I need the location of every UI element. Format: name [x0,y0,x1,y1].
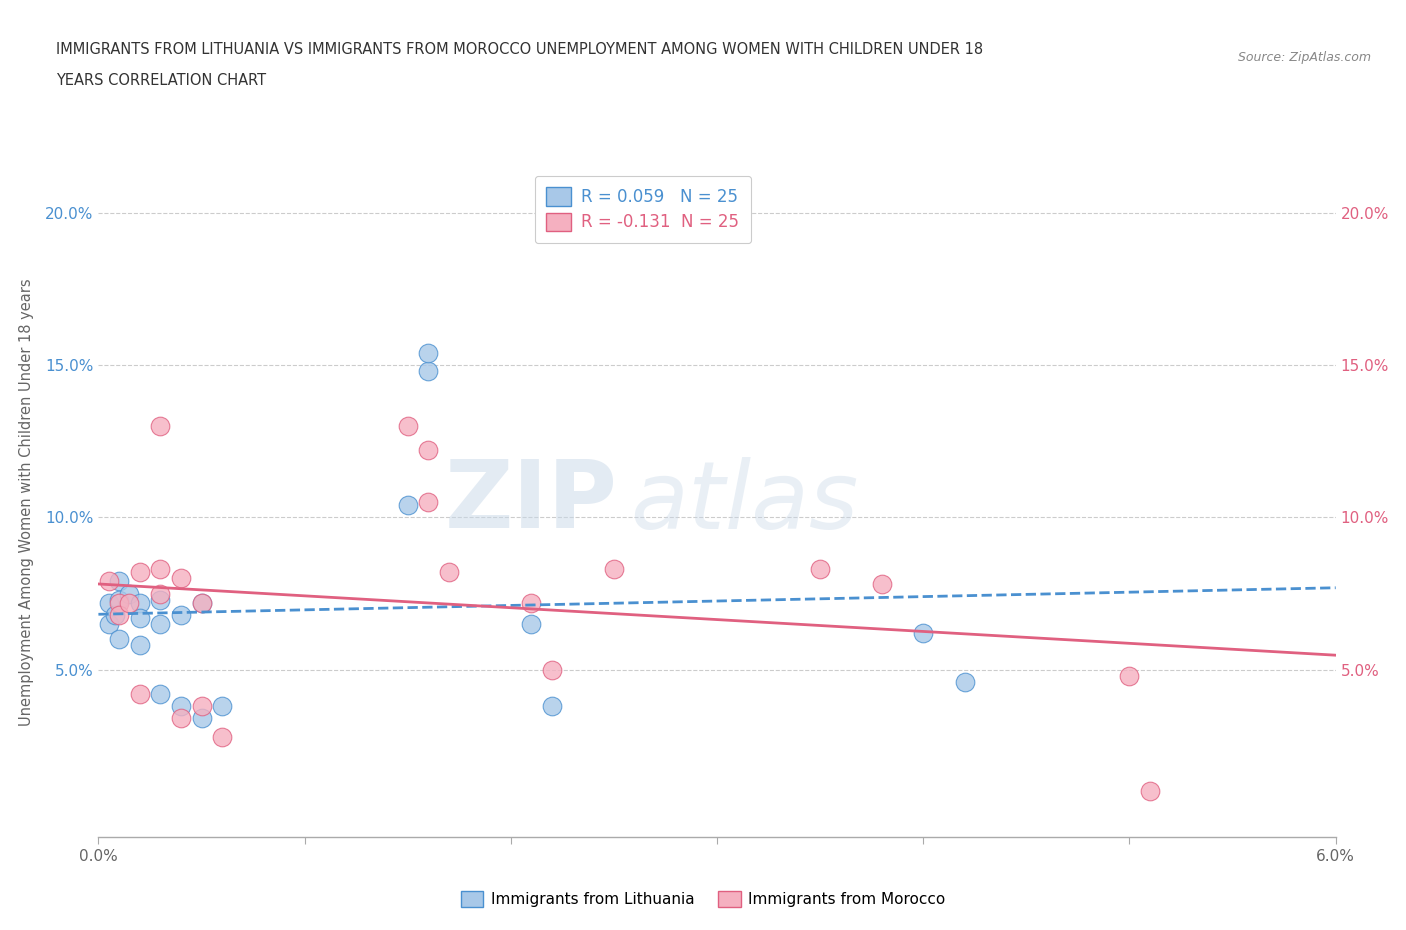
Point [190,595,212,610]
Point [108,574,131,589]
Point [128,595,150,610]
Point [211,698,233,713]
Y-axis label: Unemployment Among Women with Children Under 18 years: Unemployment Among Women with Children U… [20,278,34,726]
Point [520,617,543,631]
Point [1118,669,1140,684]
Point [149,586,172,601]
Point [396,498,419,512]
Point [97,574,120,589]
Point [118,586,141,601]
Point [396,418,419,433]
Point [149,617,172,631]
Legend: R = 0.059   N = 25, R = -0.131  N = 25: R = 0.059 N = 25, R = -0.131 N = 25 [534,176,751,243]
Legend: Immigrants from Lithuania, Immigrants from Morocco: Immigrants from Lithuania, Immigrants fr… [454,884,952,913]
Point [104,607,127,622]
Point [190,711,212,725]
Point [118,595,141,610]
Text: IMMIGRANTS FROM LITHUANIA VS IMMIGRANTS FROM MOROCCO UNEMPLOYMENT AMONG WOMEN WI: IMMIGRANTS FROM LITHUANIA VS IMMIGRANTS … [56,42,983,57]
Point [149,686,172,701]
Point [149,592,172,607]
Point [108,631,131,646]
Point [128,610,150,625]
Point [108,595,131,610]
Point [149,562,172,577]
Point [149,418,172,433]
Point [418,346,440,361]
Point [97,595,120,610]
Point [437,565,460,579]
Text: ZIP: ZIP [446,457,619,548]
Point [128,686,150,701]
Text: Source: ZipAtlas.com: Source: ZipAtlas.com [1237,51,1371,64]
Point [418,443,440,458]
Point [870,577,893,591]
Point [603,562,626,577]
Point [97,617,120,631]
Point [128,565,150,579]
Point [541,662,564,677]
Text: YEARS CORRELATION CHART: YEARS CORRELATION CHART [56,73,266,87]
Point [170,711,193,725]
Point [1139,784,1161,799]
Point [520,595,543,610]
Point [953,674,976,689]
Point [128,638,150,653]
Point [170,571,193,586]
Point [541,698,564,713]
Point [170,698,193,713]
Point [108,592,131,607]
Point [808,562,831,577]
Point [211,729,233,744]
Point [170,607,193,622]
Point [190,595,212,610]
Point [418,364,440,379]
Point [108,607,131,622]
Point [912,626,935,641]
Point [190,698,212,713]
Point [418,495,440,510]
Text: atlas: atlas [630,457,859,548]
